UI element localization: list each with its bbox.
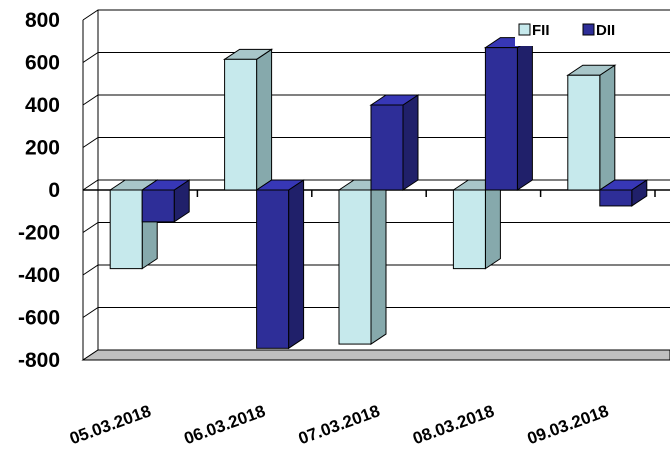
y-tick-label: 200 xyxy=(25,137,60,160)
x-tick-labels: 05.03.2018 06.03.2018 07.03.2018 08.03.2018… xyxy=(67,401,611,448)
y-tick-label: -200 xyxy=(18,222,60,245)
y-tick-label: 600 xyxy=(25,52,60,75)
y-tick-labels: 800 600 400 200 0 -200 -400 -600 -800 xyxy=(18,9,60,372)
bar-dii-09.03.2018 xyxy=(598,179,649,207)
y-tick-label: 0 xyxy=(48,179,60,202)
gridline xyxy=(82,52,670,63)
legend-swatch-fii xyxy=(518,23,531,36)
bar-front-face xyxy=(370,104,404,191)
bar-front-face xyxy=(599,189,633,207)
bar-side-face xyxy=(288,179,305,350)
y-tick-label: -800 xyxy=(18,349,60,372)
x-tick-label: 07.03.2018 xyxy=(296,401,382,448)
bar-fii-06.03.2018 xyxy=(222,48,274,191)
bar-fii-09.03.2018 xyxy=(566,64,617,191)
legend-label-dii: DII xyxy=(596,22,615,39)
legend-label-fii: FII xyxy=(532,22,550,39)
x-tick-label: 08.03.2018 xyxy=(410,401,496,448)
bar-side-face xyxy=(484,179,501,270)
bar-side-face xyxy=(599,64,616,191)
x-tick-label: 06.03.2018 xyxy=(181,401,267,448)
y-tick-label: 400 xyxy=(25,94,60,117)
legend: FII DII xyxy=(515,18,667,46)
bar-front-face xyxy=(256,189,290,349)
bar-front-face xyxy=(567,74,601,191)
chart-floor xyxy=(81,349,670,361)
bar-fii-07.03.2018 xyxy=(337,179,388,345)
bar-dii-05.03.2018 xyxy=(140,179,191,223)
bar-side-face xyxy=(256,48,273,191)
bar-fii-08.03.2018 xyxy=(451,179,503,270)
y-tick-label: 800 xyxy=(25,9,60,32)
x-tick-label: 09.03.2018 xyxy=(525,401,611,448)
bar-side-face xyxy=(516,36,533,191)
bar-side-face xyxy=(370,179,387,345)
x-tick-label: 05.03.2018 xyxy=(67,401,153,448)
bar-front-face xyxy=(141,189,175,223)
bar-front-face xyxy=(109,189,143,270)
legend-swatch-dii xyxy=(582,23,595,36)
y-tick-label: -600 xyxy=(18,307,60,330)
bar-dii-07.03.2018 xyxy=(369,94,420,191)
bar-front-face xyxy=(452,189,486,270)
bar-front-face xyxy=(338,189,372,345)
bar-front-face xyxy=(484,47,518,191)
bar-side-face xyxy=(402,94,419,191)
bar-front-face xyxy=(224,58,258,191)
y-tick-label: -400 xyxy=(18,264,60,287)
bar-dii-06.03.2018 xyxy=(254,179,306,350)
bar-dii-08.03.2018 xyxy=(483,36,535,191)
bars xyxy=(108,36,649,350)
